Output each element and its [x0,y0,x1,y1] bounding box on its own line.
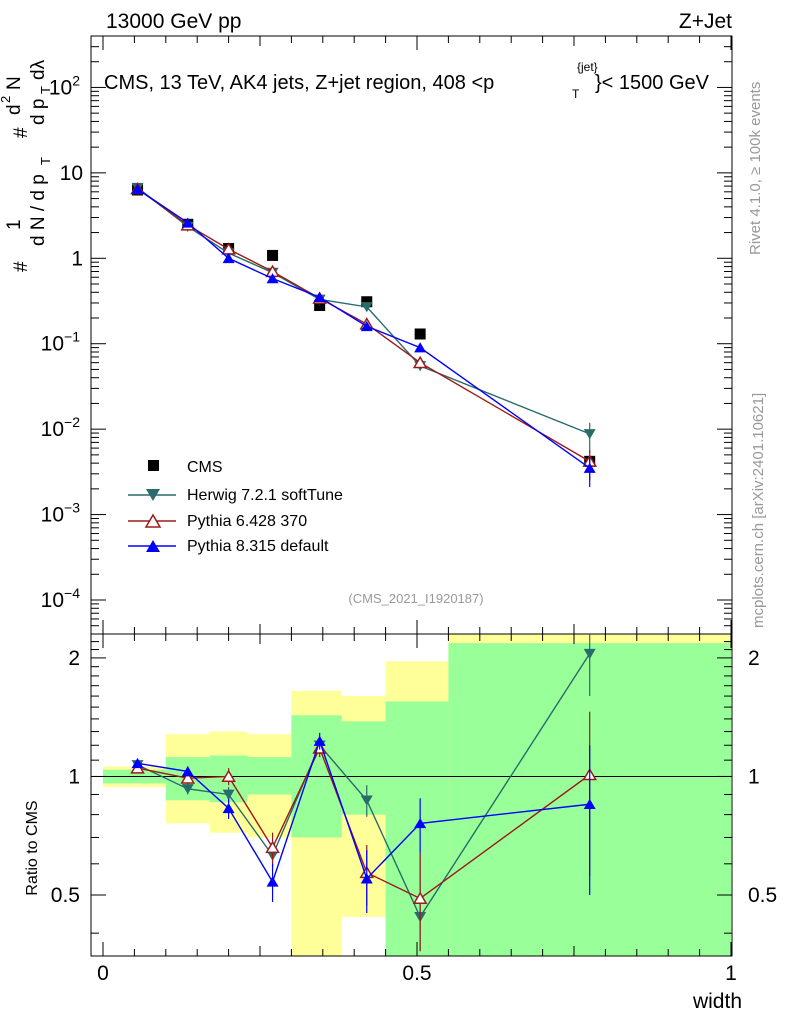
point-pythia8 [414,342,427,353]
point-pythia8 [181,217,194,228]
legend-label-herwig: Herwig 7.2.1 softTune [187,487,343,504]
ratio-point-pythia8 [131,757,144,769]
ratio-y-axis-label: Ratio to CMS [24,800,41,895]
legend-marker-pythia6 [144,513,162,528]
band-green-bin-3 [247,757,292,795]
x-axis-label: width [692,990,742,1013]
ratio-point-pythia8 [414,817,427,829]
ratio-point-pythia6 [412,891,428,905]
band-green-bin-5 [341,721,386,815]
point-herwig [360,302,373,313]
svg-text:N: N [4,76,25,90]
point-cms [267,249,279,261]
point-cms [314,300,326,312]
point-pythia8 [360,320,373,332]
svg-text:T: T [38,86,53,94]
point-pythia6 [412,355,428,369]
rivet-label: Rivet 4.1.0, ≥ 100k events [747,82,764,255]
ratio-point-herwig [360,795,373,806]
svg-text:d: d [4,104,25,115]
line-herwig [137,187,590,435]
point-pythia8 [266,273,279,284]
svg-text:#: # [11,127,32,138]
main-plot-series [130,181,598,488]
ratio-uncertainty-bands [91,634,732,956]
process-label: Z+Jet [679,10,732,33]
main-y-axis-label: # 1 d N / d p T # d 2 N d p T dλ [0,59,53,272]
svg-text:2: 2 [0,96,13,103]
ratio-point-pythia8 [222,802,235,814]
plot-title: CMS, 13 TeV, AK4 jets, Z+jet region, 408… [104,60,710,101]
ratio-y-tick-label-left: 0.5 [51,884,80,907]
y-tick-label: 10−1 [41,329,81,356]
ratio-point-pythia6 [265,840,280,854]
ratio-point-herwig [181,784,194,795]
ratio-point-pythia8 [313,735,326,746]
legend-label-pythia6: Pythia 6.428 370 [187,513,307,530]
ratio-point-pythia6 [180,771,196,784]
svg-text:#: # [11,261,32,272]
x-tick-label-1: 1 [725,962,737,985]
svg-text:d N / d p: d N / d p [28,174,49,246]
svg-text:T: T [38,157,53,165]
y-tick-label: 1 [71,247,83,270]
y-tick-label: 102 [49,72,80,99]
ratio-point-herwig [583,648,596,660]
ratio-point-pythia8 [583,798,596,810]
y-tick-labels: 10−4 10−3 10−2 10−1 1 10 102 0.5 0.5 1 1 2 2 [41,72,778,907]
ratio-y-tick-label-left: 1 [68,765,80,788]
svg-text:1: 1 [4,219,25,230]
svg-text:{jet}: {jet} [577,60,598,74]
legend-marker-herwig [146,489,160,501]
legend: CMS Herwig 7.2.1 softTune Pythia 6.428 3… [128,459,343,555]
x-tick-label-0-5: 0.5 [402,962,431,985]
ratio-y-tick-label-right: 2 [748,647,760,670]
point-pythia8 [222,252,235,264]
ratio-y-tick-label-right: 1 [748,765,760,788]
ratio-plot-frame [90,633,733,957]
analysis-reference: (CMS_2021_I1920187) [348,591,483,606]
line-pythia8 [137,188,591,469]
legend-label-pythia8: Pythia 8.315 default [187,538,329,555]
svg-text:T: T [572,87,580,101]
ratio-y-tick-label-left: 2 [68,647,80,670]
x-tick-label-0: 0 [97,962,109,985]
axis-ticks [91,35,732,956]
ratio-line-herwig [137,653,591,919]
y-tick-label: 10−4 [41,585,81,612]
ratio-y-tick-label-right: 0.5 [748,884,777,907]
y-tick-label: 10 [60,162,83,185]
band-green-bin-6 [385,701,449,956]
y-tick-label: 10−3 [41,500,81,527]
point-cms [414,328,426,340]
ratio-point-pythia6 [221,769,236,783]
ratio-line-pythia8 [137,738,590,884]
legend-label-cms: CMS [187,459,223,476]
ratio-point-pythia8 [181,765,194,777]
mcplots-label: mcplots.cern.ch [arXiv:2401.10621] [750,393,767,628]
ratio-point-pythia8 [266,876,279,887]
energy-label: 13000 GeV pp [106,10,241,33]
point-cms [361,296,373,308]
svg-text:dλ: dλ [28,59,49,80]
y-tick-label: 10−2 [41,414,81,441]
legend-marker-pythia8 [146,540,160,552]
svg-text:}< 1500 GeV: }< 1500 GeV [595,72,710,94]
ratio-point-pythia8 [360,873,373,884]
ratio-point-herwig [222,789,235,800]
ratio-plot-series [130,634,598,952]
point-pythia8 [131,183,144,194]
point-pythia8 [313,291,326,303]
svg-text:CMS, 13 TeV, AK4 jets, Z+jet r: CMS, 13 TeV, AK4 jets, Z+jet region, 408… [104,72,494,94]
legend-marker-cms [148,460,159,471]
svg-text:d p: d p [28,99,49,125]
